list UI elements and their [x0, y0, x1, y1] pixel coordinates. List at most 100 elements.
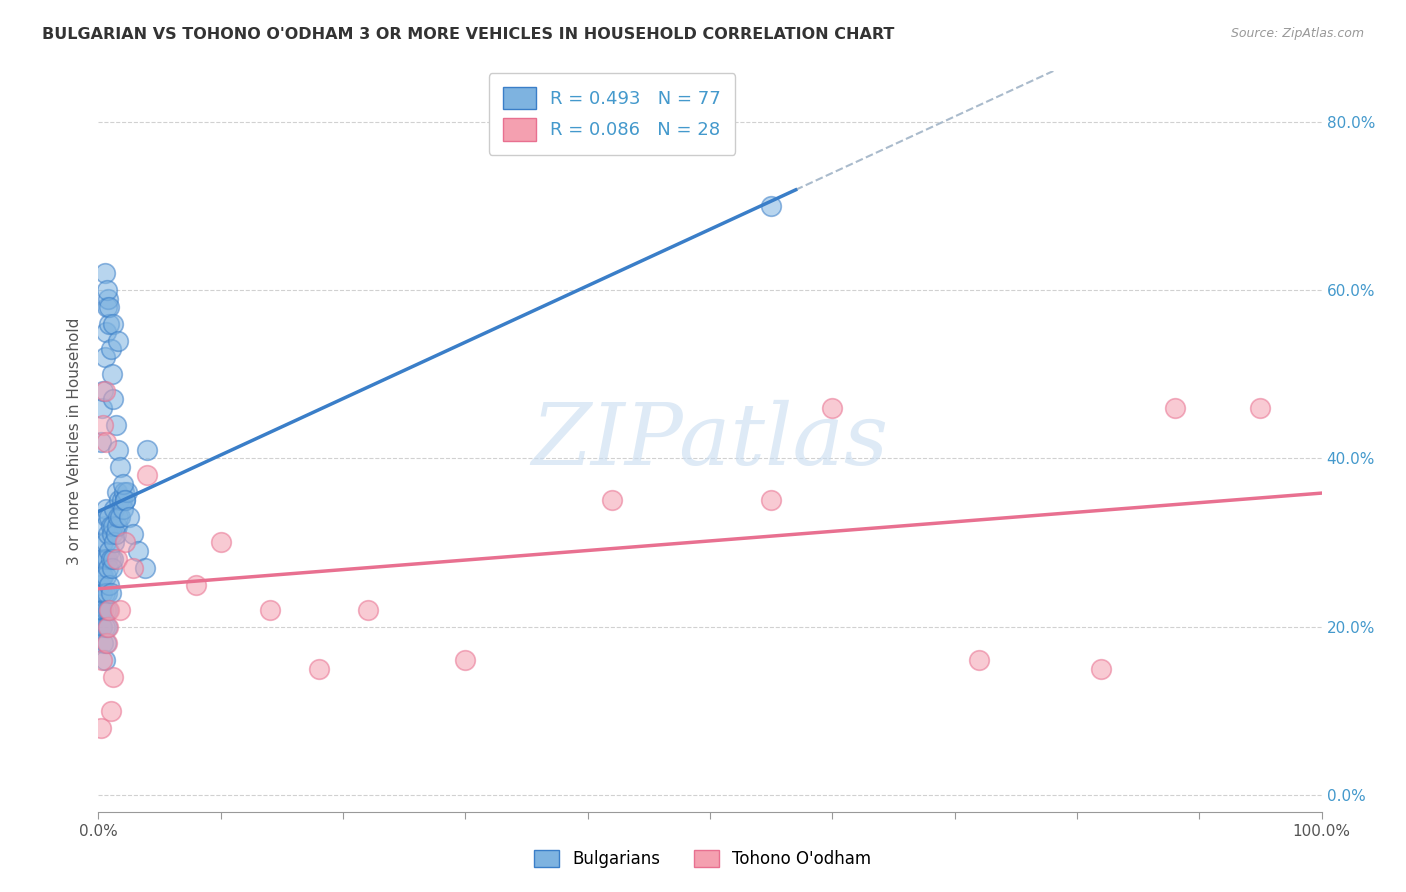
Legend: R = 0.493   N = 77, R = 0.086   N = 28: R = 0.493 N = 77, R = 0.086 N = 28 — [489, 73, 735, 155]
Point — [115, 485, 138, 500]
Point — [100, 342, 122, 356]
Point — [101, 552, 124, 566]
Point — [101, 392, 124, 407]
Point — [101, 670, 124, 684]
Point — [89, 577, 111, 591]
Point — [98, 317, 121, 331]
Point — [209, 535, 232, 549]
Point — [93, 552, 115, 566]
Point — [114, 535, 136, 549]
Point — [821, 401, 844, 415]
Point — [93, 586, 115, 600]
Point — [100, 586, 122, 600]
Text: Source: ZipAtlas.com: Source: ZipAtlas.com — [1230, 27, 1364, 40]
Point — [101, 527, 124, 541]
Point — [93, 653, 115, 667]
Point — [97, 292, 120, 306]
Point — [91, 417, 114, 432]
Point — [94, 535, 117, 549]
Point — [134, 560, 156, 574]
Point — [356, 603, 378, 617]
Point — [91, 586, 114, 600]
Point — [114, 493, 136, 508]
Point — [93, 266, 115, 280]
Point — [259, 603, 281, 617]
Point — [98, 510, 121, 524]
Point — [1164, 401, 1187, 415]
Point — [103, 535, 125, 549]
Point — [454, 653, 477, 667]
Point — [1090, 662, 1112, 676]
Point — [91, 401, 114, 415]
Point — [101, 560, 124, 574]
Point — [111, 501, 134, 516]
Point — [101, 368, 124, 382]
Point — [98, 577, 121, 591]
Point — [107, 442, 129, 457]
Text: ZIPatlas: ZIPatlas — [531, 401, 889, 483]
Point — [761, 493, 783, 508]
Point — [94, 636, 117, 650]
Point — [96, 636, 118, 650]
Point — [94, 434, 117, 449]
Point — [91, 569, 114, 583]
Point — [110, 510, 132, 524]
Point — [107, 510, 129, 524]
Point — [121, 560, 143, 574]
Point — [100, 704, 122, 718]
Point — [118, 510, 141, 524]
Point — [94, 569, 117, 583]
Legend: Bulgarians, Tohono O'odham: Bulgarians, Tohono O'odham — [527, 843, 879, 875]
Point — [96, 300, 118, 314]
Point — [97, 619, 120, 633]
Text: BULGARIAN VS TOHONO O'ODHAM 3 OR MORE VEHICLES IN HOUSEHOLD CORRELATION CHART: BULGARIAN VS TOHONO O'ODHAM 3 OR MORE VE… — [42, 27, 894, 42]
Point — [90, 603, 112, 617]
Point — [111, 493, 134, 508]
Point — [186, 577, 208, 591]
Point — [93, 351, 115, 365]
Point — [101, 518, 124, 533]
Point — [91, 636, 114, 650]
Point — [103, 501, 125, 516]
Point — [110, 459, 132, 474]
Point — [97, 560, 120, 574]
Point — [136, 442, 159, 457]
Point — [91, 535, 114, 549]
Point — [91, 653, 114, 667]
Point — [96, 586, 118, 600]
Point — [121, 527, 143, 541]
Point — [96, 283, 118, 297]
Point — [94, 325, 117, 339]
Point — [114, 493, 136, 508]
Point — [105, 518, 128, 533]
Point — [100, 518, 122, 533]
Point — [112, 485, 135, 500]
Point — [105, 552, 128, 566]
Point — [111, 476, 134, 491]
Point — [1249, 401, 1271, 415]
Point — [91, 384, 114, 398]
Point — [91, 619, 114, 633]
Point — [90, 721, 112, 735]
Point — [107, 334, 129, 348]
Point — [94, 603, 117, 617]
Point — [104, 527, 127, 541]
Point — [110, 603, 132, 617]
Point — [127, 544, 149, 558]
Point — [761, 199, 783, 213]
Y-axis label: 3 or more Vehicles in Household: 3 or more Vehicles in Household — [67, 318, 83, 566]
Point — [96, 510, 118, 524]
Point — [98, 300, 121, 314]
Point — [96, 552, 118, 566]
Point — [600, 493, 623, 508]
Point — [90, 434, 112, 449]
Point — [104, 417, 127, 432]
Point — [136, 468, 159, 483]
Point — [94, 501, 117, 516]
Point — [93, 384, 115, 398]
Point — [97, 603, 120, 617]
Point — [108, 493, 131, 508]
Point — [98, 603, 121, 617]
Point — [93, 619, 115, 633]
Point — [90, 552, 112, 566]
